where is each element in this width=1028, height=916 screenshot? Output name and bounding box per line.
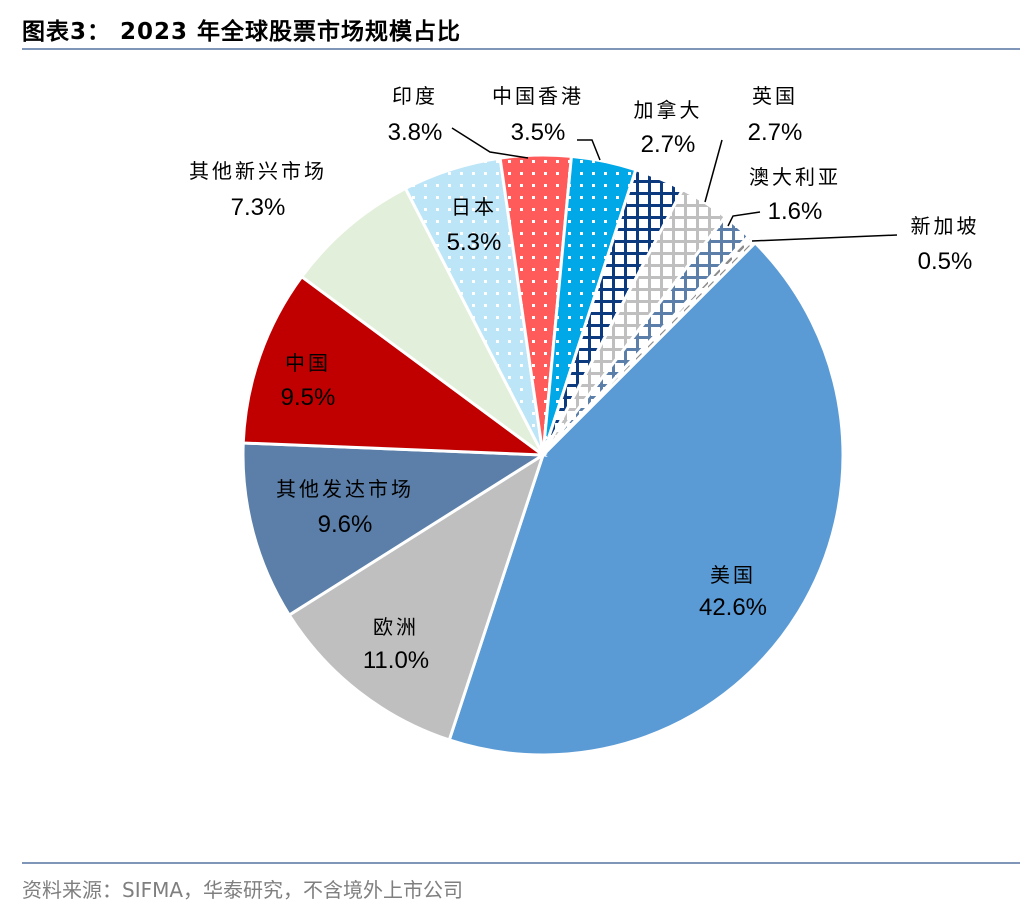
slice-label: 其他新兴市场 (189, 159, 327, 183)
slice-value-label: 11.0% (363, 647, 429, 674)
pie-slice (241, 274, 548, 457)
slice-label: 美国 (710, 563, 756, 587)
slice-label: 澳大利亚 (749, 165, 841, 189)
leader-line (727, 211, 761, 227)
slice-label: 中国香港 (492, 84, 584, 108)
leader-line (451, 127, 529, 159)
slice-label: 印度 (392, 84, 438, 108)
slice-value-label: 2.7% (748, 119, 803, 146)
slice-label: 新加坡 (911, 214, 980, 238)
slice-label: 英国 (752, 84, 798, 108)
bottom-divider (22, 862, 1020, 864)
pie-slice (447, 240, 845, 757)
slice-value-label: 7.3% (231, 194, 286, 221)
slice-label: 加拿大 (634, 98, 703, 122)
slice-value-label: 2.7% (641, 131, 696, 158)
pie-slice (241, 441, 548, 618)
slice-value-label: 3.5% (511, 119, 566, 146)
slice-value-label: 5.3% (447, 229, 502, 256)
leader-line (751, 234, 898, 242)
slice-value-label: 1.6% (768, 198, 823, 225)
source-note: 资料来源：SIFMA，华泰研究，不含境外上市公司 (22, 878, 464, 902)
slice-label: 日本 (451, 195, 497, 219)
slice-label: 欧洲 (373, 615, 419, 639)
pie-slice (541, 234, 758, 457)
slice-label: 中国 (285, 351, 331, 375)
slice-value-label: 9.6% (318, 511, 373, 538)
slice-value-label: 0.5% (918, 248, 973, 275)
slice-label: 其他发达市场 (276, 477, 414, 501)
slice-value-label: 9.5% (281, 384, 336, 411)
leader-line (704, 139, 723, 203)
slice-value-label: 42.6% (699, 594, 767, 621)
pie-slice (287, 451, 546, 742)
chart-title: 图表3： 2023 年全球股票市场规模占比 (22, 19, 462, 45)
leader-line (577, 139, 601, 161)
pie-slice (299, 186, 545, 457)
top-divider (22, 48, 1020, 50)
slice-value-label: 3.8% (388, 119, 443, 146)
